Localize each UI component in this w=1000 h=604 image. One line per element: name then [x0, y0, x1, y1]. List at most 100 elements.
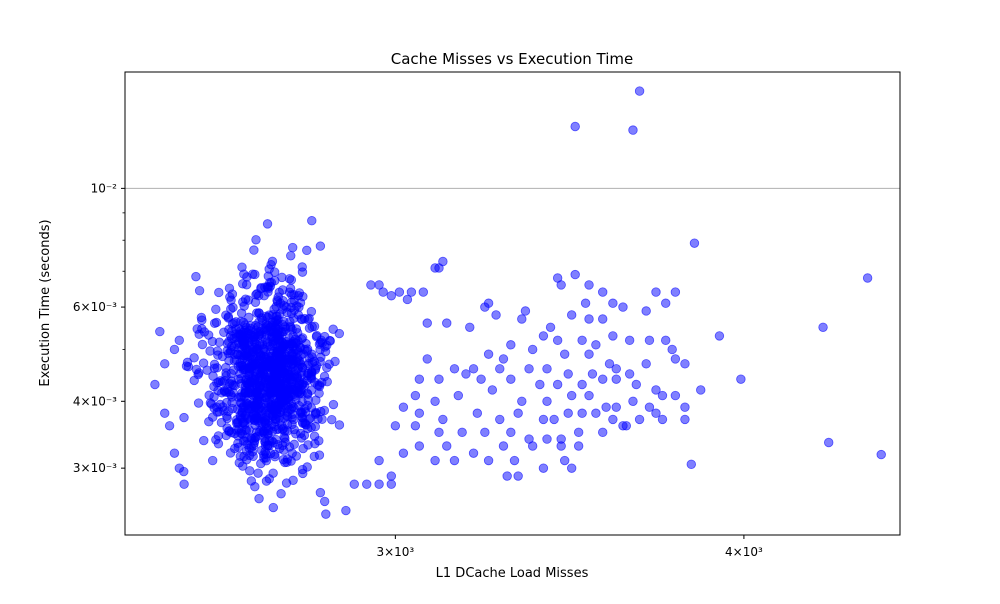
scatter-point	[280, 324, 291, 335]
scatter-point	[487, 385, 498, 395]
scatter-point	[287, 409, 298, 419]
scatter-point	[328, 399, 339, 410]
scatter-point	[559, 349, 570, 359]
scatter-point	[628, 125, 638, 135]
scatter-point	[611, 374, 621, 384]
scatter-point	[876, 449, 886, 460]
scatter-point	[330, 356, 340, 367]
scatter-point	[641, 306, 651, 316]
scatter-point	[219, 385, 230, 396]
scatter-point	[307, 367, 317, 377]
scatter-point	[714, 331, 725, 341]
scatter-point	[179, 412, 189, 423]
scatter-point	[251, 339, 262, 349]
scatter-point	[465, 322, 475, 333]
scatter-point	[634, 414, 645, 425]
scatter-point	[506, 340, 516, 350]
scatter-point	[468, 448, 479, 458]
scatter-point	[327, 414, 337, 425]
scatter-point	[651, 408, 661, 418]
scatter-point	[280, 437, 290, 447]
scatter-point	[862, 273, 873, 283]
scatter-point	[438, 414, 448, 425]
scatter-point	[254, 391, 264, 402]
scatter-point	[206, 399, 217, 409]
scatter-point	[286, 251, 296, 261]
scatter-point	[587, 369, 598, 379]
scatter-point	[273, 377, 283, 387]
scatter-point	[495, 364, 505, 374]
scatter-point	[310, 421, 321, 432]
scatter-point	[598, 287, 608, 297]
scatter-point	[211, 317, 222, 328]
scatter-point	[434, 427, 444, 438]
scatter-point	[566, 463, 577, 473]
scatter-point	[297, 262, 307, 272]
scatter-point	[249, 436, 260, 446]
scatter-point	[155, 326, 165, 337]
scatter-point	[598, 314, 608, 324]
scatter-point	[573, 441, 584, 451]
scatter-point	[242, 272, 252, 282]
scatter-point	[680, 402, 690, 412]
scatter-point	[235, 392, 246, 402]
scatter-point	[506, 374, 516, 384]
scatter-point	[577, 408, 587, 418]
scatter-point	[160, 408, 170, 418]
scatter-point	[374, 455, 384, 466]
scatter-point	[160, 359, 170, 369]
scatter-point	[422, 354, 432, 364]
scatter-point	[498, 441, 509, 451]
scatter-point	[316, 352, 326, 362]
scatter-point	[386, 471, 397, 481]
scatter-point	[584, 390, 594, 401]
scatter-point	[250, 482, 260, 492]
scatter-point	[410, 390, 421, 401]
scatter-point	[686, 459, 696, 470]
scatter-point	[241, 455, 252, 465]
scatter-point	[483, 349, 494, 359]
scatter-point	[244, 325, 254, 336]
scatter-point	[219, 327, 229, 337]
scatter-point	[209, 381, 219, 392]
scatter-point	[271, 351, 282, 361]
scatter-point	[328, 324, 338, 334]
scatter-point	[183, 361, 194, 372]
scatter-point	[237, 407, 247, 417]
scatter-point	[410, 421, 421, 431]
scatter-point	[584, 280, 594, 290]
scatter-point	[252, 308, 262, 318]
scatter-point	[341, 505, 351, 516]
scatter-point	[271, 311, 281, 321]
scatter-point	[260, 436, 270, 447]
scatter-point	[670, 354, 681, 364]
x-tick-label: 3×10³	[376, 545, 414, 559]
scatter-point	[281, 478, 292, 488]
scatter-point	[362, 479, 372, 489]
y-axis-label: Execution Time (seconds)	[38, 219, 53, 386]
scatter-point	[213, 439, 224, 449]
scatter-point	[270, 421, 280, 432]
scatter-point	[549, 414, 559, 425]
scatter-point	[247, 347, 258, 357]
scatter-point	[618, 421, 628, 431]
scatter-point	[542, 396, 552, 407]
scatter-point	[289, 290, 299, 300]
scatter-point	[214, 407, 224, 417]
scatter-point	[227, 333, 237, 344]
scatter-point	[449, 455, 460, 466]
scatter-point	[277, 363, 287, 374]
scatter-point	[386, 479, 397, 489]
scatter-point	[179, 479, 189, 489]
scatter-point	[495, 414, 505, 425]
scatter-point	[457, 427, 467, 438]
scatter-point	[298, 468, 308, 479]
scatter-point	[552, 335, 563, 346]
scatter-point	[294, 362, 304, 372]
scatter-point	[472, 408, 483, 418]
scatter-point	[268, 502, 279, 513]
scatter-point	[374, 280, 384, 290]
